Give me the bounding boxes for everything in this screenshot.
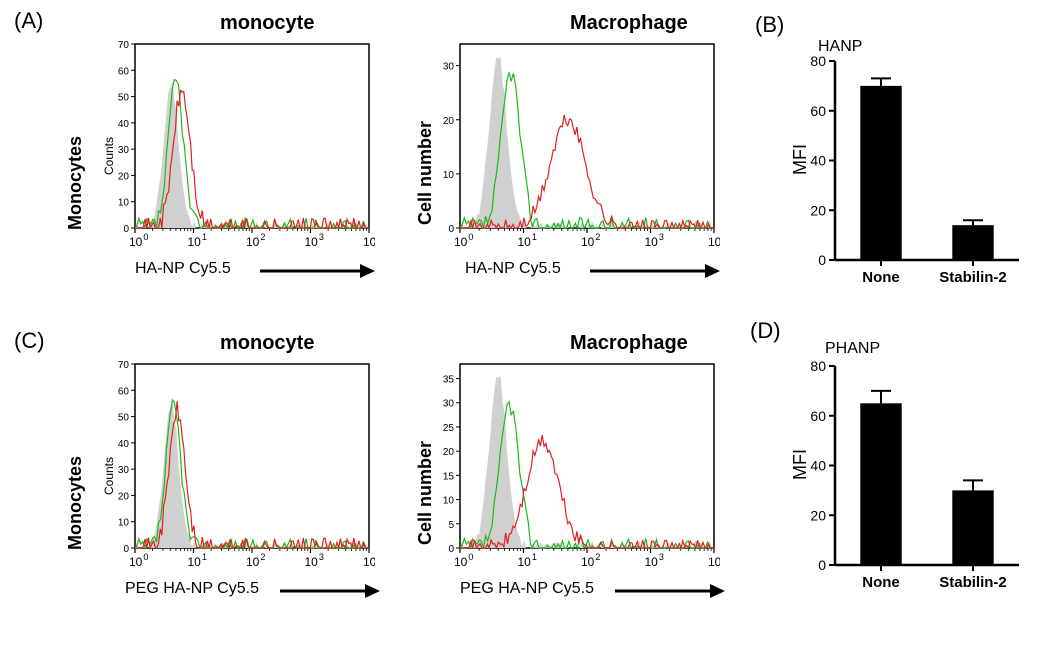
svg-text:60: 60 xyxy=(810,408,826,424)
svg-text:103: 103 xyxy=(645,232,664,249)
svg-text:30: 30 xyxy=(443,62,455,73)
svg-text:102: 102 xyxy=(581,232,600,249)
svg-text:0: 0 xyxy=(818,557,826,573)
svg-text:10: 10 xyxy=(443,170,455,181)
svg-text:100: 100 xyxy=(454,232,473,249)
svg-text:102: 102 xyxy=(581,552,600,569)
title-a-macrophage: Macrophage xyxy=(570,12,688,35)
svg-text:40: 40 xyxy=(810,153,826,169)
svg-text:80: 80 xyxy=(810,55,826,69)
arrow-icon xyxy=(590,262,720,280)
svg-text:101: 101 xyxy=(188,552,207,569)
svg-text:5: 5 xyxy=(448,520,454,531)
svg-text:30: 30 xyxy=(443,399,455,410)
svg-text:104: 104 xyxy=(363,232,375,249)
svg-text:10: 10 xyxy=(118,198,130,209)
svg-text:30: 30 xyxy=(118,145,130,156)
title-a-monocyte: monocyte xyxy=(220,12,314,35)
bar-chart-b: 0 20 40 60 80 None Stabilin-2 xyxy=(800,55,1025,290)
svg-text:10: 10 xyxy=(443,496,455,507)
panel-label-c: (C) xyxy=(14,328,45,354)
svg-text:60: 60 xyxy=(118,386,130,397)
arrow-icon xyxy=(615,582,725,600)
svg-text:0: 0 xyxy=(123,544,129,555)
svg-text:20: 20 xyxy=(443,116,455,127)
svg-text:25: 25 xyxy=(443,423,455,434)
svg-text:0: 0 xyxy=(123,224,129,235)
arrow-icon xyxy=(280,582,380,600)
svg-text:104: 104 xyxy=(363,552,375,569)
title-c-monocyte: monocyte xyxy=(220,332,314,355)
svg-text:20: 20 xyxy=(810,202,826,218)
svg-text:50: 50 xyxy=(118,413,130,424)
rowlabel-monocytes-a: Monocytes xyxy=(65,136,86,230)
xlabel-a-monocyte: HA-NP Cy5.5 xyxy=(135,260,231,278)
svg-text:70: 70 xyxy=(118,40,130,51)
svg-text:60: 60 xyxy=(118,66,130,77)
svg-text:103: 103 xyxy=(645,552,664,569)
svg-text:None: None xyxy=(862,574,900,591)
title-c-macrophage: Macrophage xyxy=(570,332,688,355)
svg-text:101: 101 xyxy=(518,552,537,569)
panel-label-b: (B) xyxy=(755,12,784,38)
svg-text:70: 70 xyxy=(118,360,130,371)
figure-root: (A) (B) (C) (D) monocyte Monocytes Count… xyxy=(0,0,1053,672)
svg-text:20: 20 xyxy=(443,447,455,458)
xlabel-c-monocyte: PEG HA-NP Cy5.5 xyxy=(125,580,259,598)
bar-chart-d: 0 20 40 60 80 None Stabilin-2 xyxy=(800,360,1025,595)
svg-text:104: 104 xyxy=(708,552,720,569)
svg-text:10: 10 xyxy=(118,518,130,529)
svg-text:40: 40 xyxy=(810,458,826,474)
svg-text:101: 101 xyxy=(188,232,207,249)
svg-text:103: 103 xyxy=(305,232,324,249)
hist-c-macrophage: 100 101 102 103 104 0 5 10 15 20 25 30 35 xyxy=(430,358,720,578)
svg-text:80: 80 xyxy=(810,360,826,374)
svg-text:20: 20 xyxy=(118,491,130,502)
svg-text:40: 40 xyxy=(118,119,130,130)
bar-title-d: PHANP xyxy=(825,340,880,358)
svg-text:102: 102 xyxy=(246,552,265,569)
svg-text:0: 0 xyxy=(818,252,826,268)
rowlabel-monocytes-c: Monocytes xyxy=(65,456,86,550)
svg-text:20: 20 xyxy=(810,507,826,523)
svg-text:20: 20 xyxy=(118,171,130,182)
svg-text:102: 102 xyxy=(246,232,265,249)
xlabel-a-macrophage: HA-NP Cy5.5 xyxy=(465,260,561,278)
hist-a-macrophage: 100 101 102 103 104 0 10 20 30 xyxy=(430,38,720,258)
svg-text:35: 35 xyxy=(443,375,455,386)
svg-text:60: 60 xyxy=(810,103,826,119)
xlabel-c-macrophage: PEG HA-NP Cy5.5 xyxy=(460,580,594,598)
arrow-icon xyxy=(260,262,375,280)
panel-label-a: (A) xyxy=(14,8,43,34)
svg-text:0: 0 xyxy=(448,224,454,235)
bar-title-b: HANP xyxy=(818,38,862,56)
svg-text:104: 104 xyxy=(708,232,720,249)
svg-text:50: 50 xyxy=(118,93,130,104)
svg-text:103: 103 xyxy=(305,552,324,569)
hist-c-monocyte: 100 101 102 103 104 0 10 20 30 40 50 60 70 xyxy=(105,358,375,578)
svg-text:0: 0 xyxy=(448,544,454,555)
svg-text:None: None xyxy=(862,269,900,286)
svg-text:100: 100 xyxy=(129,552,148,569)
svg-text:Stabilin-2: Stabilin-2 xyxy=(939,269,1007,286)
svg-text:101: 101 xyxy=(518,232,537,249)
svg-text:15: 15 xyxy=(443,471,455,482)
panel-label-d: (D) xyxy=(750,318,781,344)
svg-text:Stabilin-2: Stabilin-2 xyxy=(939,574,1007,591)
hist-a-monocyte: 100 101 102 103 104 0 10 20 30 40 50 60 70 xyxy=(105,38,375,258)
svg-text:100: 100 xyxy=(454,552,473,569)
svg-text:100: 100 xyxy=(129,232,148,249)
svg-text:40: 40 xyxy=(118,439,130,450)
svg-text:30: 30 xyxy=(118,465,130,476)
